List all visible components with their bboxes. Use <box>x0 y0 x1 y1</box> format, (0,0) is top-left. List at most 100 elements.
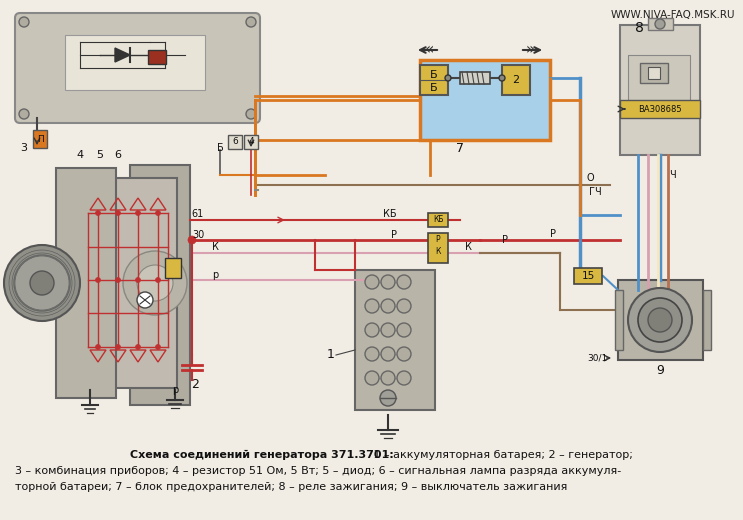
Circle shape <box>135 278 140 282</box>
Circle shape <box>397 323 411 337</box>
Text: П: П <box>36 135 43 144</box>
Text: торной батареи; 7 – блок предохранителей; 8 – реле зажигания; 9 – выключатель за: торной батареи; 7 – блок предохранителей… <box>15 482 568 492</box>
Text: 2: 2 <box>513 75 519 85</box>
Text: 15: 15 <box>581 271 594 281</box>
Bar <box>640 63 668 83</box>
Text: Р: Р <box>502 235 508 245</box>
Circle shape <box>397 275 411 289</box>
Circle shape <box>115 211 120 215</box>
Circle shape <box>14 255 70 311</box>
Circle shape <box>381 371 395 385</box>
Circle shape <box>638 298 682 342</box>
Bar <box>460 72 490 84</box>
Text: Р: Р <box>391 230 397 240</box>
Bar <box>574 268 602 284</box>
Circle shape <box>30 271 54 295</box>
Circle shape <box>137 265 173 301</box>
Text: »: » <box>525 43 535 58</box>
Circle shape <box>381 275 395 289</box>
Text: 8: 8 <box>635 21 644 35</box>
Circle shape <box>135 344 140 349</box>
Bar <box>82 178 177 388</box>
Bar <box>148 50 166 64</box>
Circle shape <box>96 344 100 349</box>
Circle shape <box>96 278 100 282</box>
Bar <box>615 290 623 350</box>
Text: р: р <box>212 270 218 280</box>
Circle shape <box>365 347 379 361</box>
Text: ВАЗ08685: ВАЗ08685 <box>638 105 682 113</box>
Circle shape <box>135 211 140 215</box>
Circle shape <box>380 390 396 406</box>
Bar <box>420 60 550 140</box>
Text: КБ: КБ <box>432 215 444 225</box>
Text: 1 – аккумуляторная батарея; 2 – генератор;: 1 – аккумуляторная батарея; 2 – генерато… <box>370 450 633 460</box>
Text: О: О <box>586 173 594 183</box>
Circle shape <box>188 236 196 244</box>
Bar <box>420 60 550 140</box>
Text: 4: 4 <box>77 150 83 160</box>
Text: 3 – комбинация приборов; 4 – резистор 51 Ом, 5 Вт; 5 – диод; 6 – сигнальная ламп: 3 – комбинация приборов; 4 – резистор 51… <box>15 466 621 476</box>
Circle shape <box>96 211 100 215</box>
Bar <box>648 18 673 30</box>
Text: 30: 30 <box>192 230 204 240</box>
Circle shape <box>246 17 256 27</box>
Bar <box>428 213 448 227</box>
Bar <box>420 65 448 95</box>
Circle shape <box>397 347 411 361</box>
Text: 5: 5 <box>97 150 103 160</box>
Circle shape <box>381 347 395 361</box>
Text: К: К <box>464 242 472 252</box>
Circle shape <box>365 371 379 385</box>
Text: 6: 6 <box>114 150 122 160</box>
Bar <box>648 67 660 79</box>
FancyBboxPatch shape <box>15 13 260 123</box>
Text: WWW.NIVA-FAQ.MSK.RU: WWW.NIVA-FAQ.MSK.RU <box>611 10 735 20</box>
Circle shape <box>397 299 411 313</box>
Circle shape <box>648 308 672 332</box>
Circle shape <box>365 323 379 337</box>
Text: 1: 1 <box>327 348 335 361</box>
Circle shape <box>123 251 187 315</box>
Circle shape <box>381 323 395 337</box>
Bar <box>620 100 700 118</box>
Bar <box>428 233 448 263</box>
Text: Р: Р <box>550 229 556 239</box>
Text: Б: Б <box>430 70 438 80</box>
Text: 6: 6 <box>232 137 238 147</box>
Circle shape <box>628 288 692 352</box>
Text: р: р <box>172 385 178 395</box>
Text: КБ: КБ <box>383 209 397 219</box>
Circle shape <box>655 19 665 29</box>
Bar <box>502 65 530 95</box>
Text: ГЧ: ГЧ <box>588 187 601 197</box>
Circle shape <box>155 278 160 282</box>
Circle shape <box>365 275 379 289</box>
Text: 3: 3 <box>21 143 27 153</box>
Circle shape <box>445 75 451 81</box>
Circle shape <box>381 299 395 313</box>
Circle shape <box>4 245 80 321</box>
Bar <box>355 270 435 410</box>
Text: 30/1: 30/1 <box>587 354 607 362</box>
Circle shape <box>155 344 160 349</box>
Bar <box>228 135 242 149</box>
Text: Ч: Ч <box>669 170 676 180</box>
Bar <box>618 280 703 360</box>
Circle shape <box>499 75 505 81</box>
Bar <box>65 35 205 90</box>
Text: 9: 9 <box>656 363 664 376</box>
Bar <box>130 165 190 405</box>
Bar <box>703 290 711 350</box>
Circle shape <box>155 211 160 215</box>
Circle shape <box>115 344 120 349</box>
Text: 7: 7 <box>456 141 464 154</box>
Text: Б: Б <box>217 143 224 153</box>
Text: Б: Б <box>430 83 438 93</box>
Bar <box>620 25 700 155</box>
Text: К: К <box>435 248 441 256</box>
Circle shape <box>115 278 120 282</box>
Bar <box>165 258 181 278</box>
Polygon shape <box>115 48 130 62</box>
Text: «: « <box>426 43 435 58</box>
